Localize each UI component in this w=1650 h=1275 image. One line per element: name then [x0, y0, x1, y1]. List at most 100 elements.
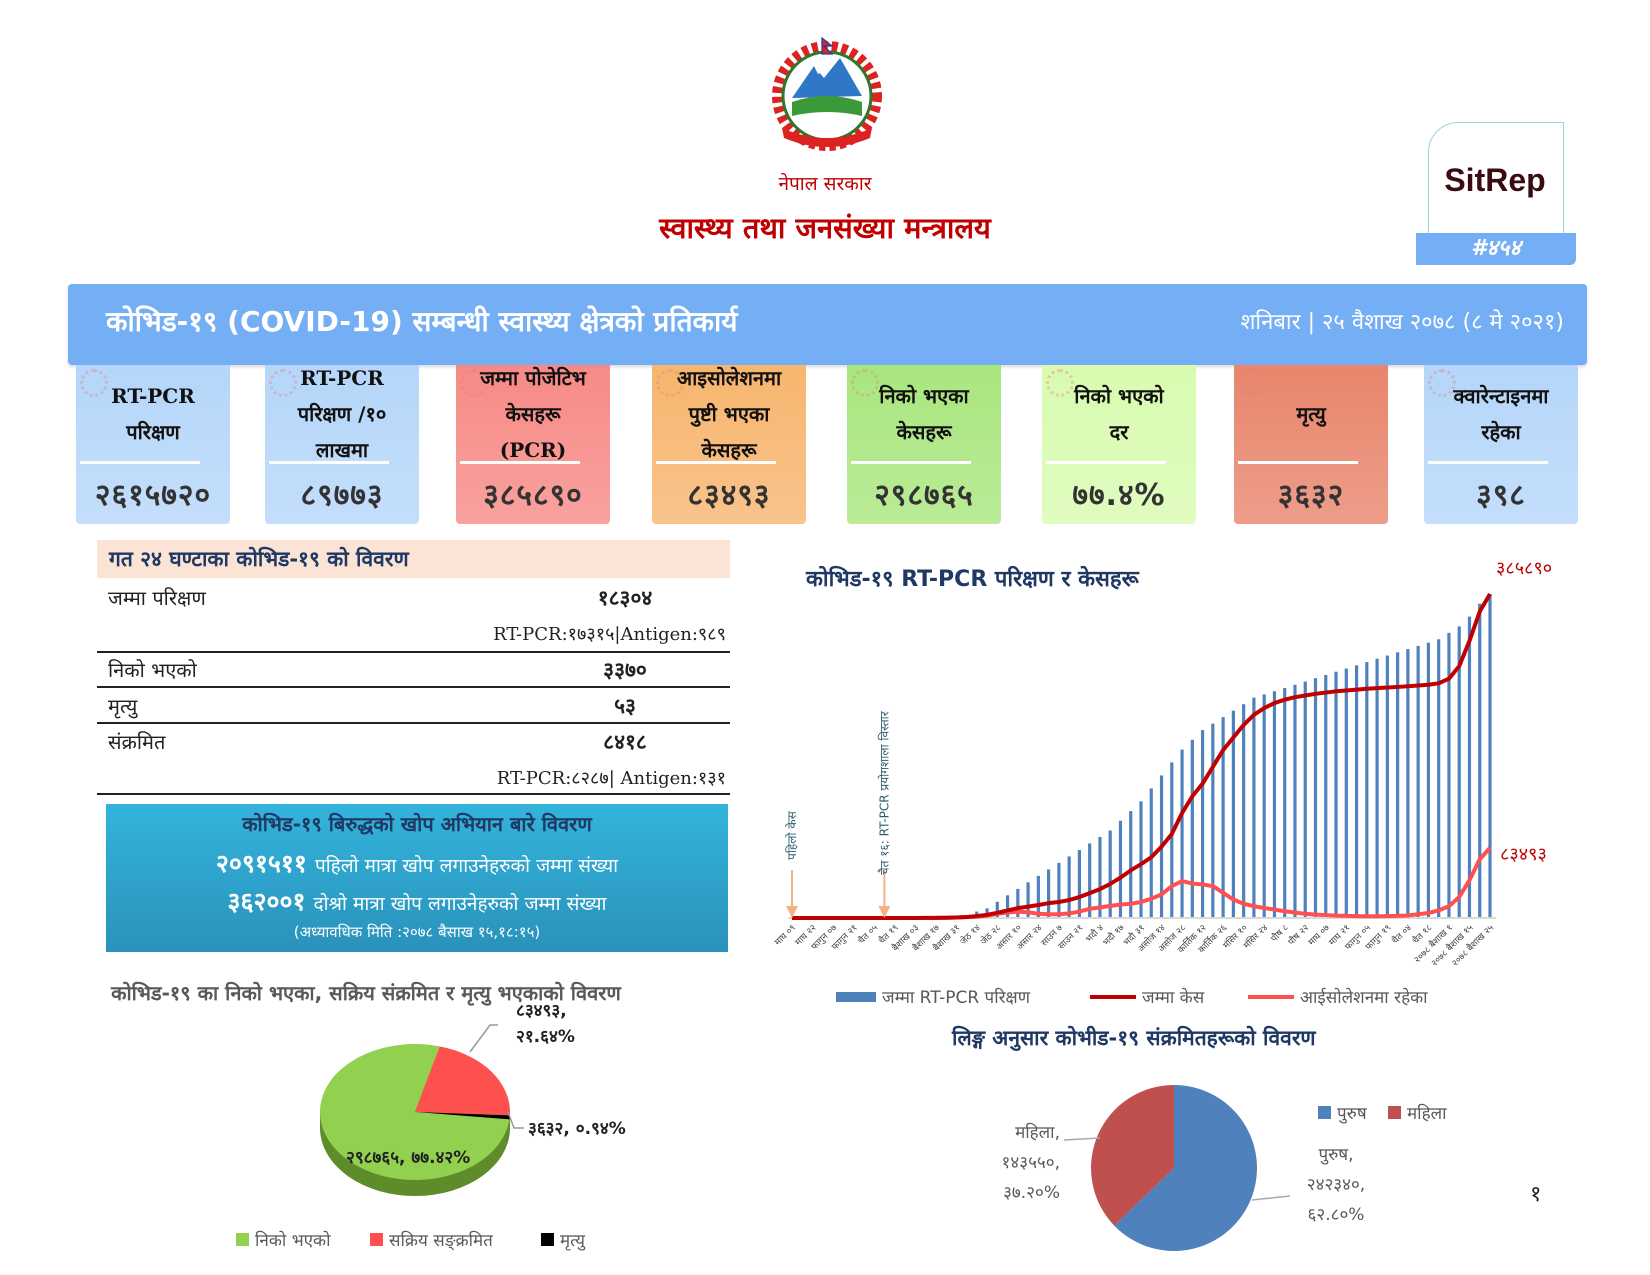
test-bar: [1047, 869, 1051, 918]
stat-card: आइसोलेशनमा पुष्टी भएका केसहरू ८३४९३: [652, 365, 806, 524]
row-label-tests: जम्मा परिक्षण: [108, 586, 206, 610]
test-bar: [1467, 616, 1472, 918]
test-bar: [1396, 652, 1400, 918]
test-bar: [1149, 788, 1153, 918]
test-bar: [1303, 681, 1307, 918]
government-label: नेपाल सरकार: [778, 173, 872, 195]
stat-card-label: जम्मा पोजेटिभ केसहरू (PCR): [480, 366, 586, 462]
cases-line: [792, 592, 1492, 920]
tests-cases-chart-title: कोभिड-१९ RT-PCR परिक्षण र केसहरू: [806, 567, 1139, 592]
x-tick-label: माघ ०७: [1307, 923, 1332, 948]
page-number: १: [1530, 1182, 1542, 1207]
sitrep-label: SitRep: [1444, 162, 1546, 198]
stat-card-label: आइसोलेशनमा पुष्टी भएका केसहरू: [676, 366, 782, 462]
second-dose-label: दोश्रो मात्रा खोप लगाउनेहरुको जम्मा संख्…: [313, 893, 607, 915]
x-tick-label: चैत ०५: [855, 921, 880, 946]
x-tick-label: भदौ ३१: [1120, 922, 1147, 949]
divider: [460, 461, 580, 464]
legend-label: जम्मा केस: [1142, 988, 1205, 1008]
row-value-recovered: ३३७०: [603, 658, 647, 682]
vaccine-panel: [106, 804, 728, 952]
test-bar: [1283, 687, 1287, 918]
test-bar: [1190, 739, 1194, 918]
legend-label: निको भएको: [255, 1231, 331, 1251]
last24-header: गत २४ घण्टाका कोभिड-१९ को विवरण: [97, 540, 730, 578]
test-bar: [1252, 697, 1256, 918]
divider: [97, 722, 730, 724]
test-bar: [1067, 856, 1071, 918]
row-value-infected: ८४१८: [603, 730, 647, 754]
legend-swatch: [1318, 1106, 1331, 1119]
x-tick-label: बैशाख ३१: [930, 922, 962, 954]
second-dose-count: ३६२००१: [227, 887, 306, 916]
x-tick-label: असार १०: [995, 923, 1024, 952]
legend-swatch: [370, 1233, 383, 1246]
x-tick-label: फागुन ०७: [810, 923, 840, 953]
legend-tests: जम्मा RT-PCR परिक्षण: [836, 985, 1030, 1008]
first-dose-line: २०९१५११ पहिलो मात्रा खोप लगाउनेहरुको जम्म…: [106, 846, 728, 880]
stat-card-label: RT-PCR परिक्षण: [111, 384, 195, 444]
leader-line: [507, 1111, 524, 1129]
test-bar: [1406, 649, 1410, 918]
test-bar: [1334, 671, 1338, 918]
report-date: शनिबार | २५ वैशाख २०७८ (८ मे २०२१): [1240, 310, 1564, 335]
stat-card-value: २९८७६५: [874, 478, 974, 513]
end-label-cases: ३८५८९०: [1496, 558, 1552, 579]
x-tick-label: माघ २२: [794, 923, 819, 948]
x-tick-label: असोज १४: [1135, 921, 1168, 954]
legend-label: सक्रिय सङ्क्रमित: [389, 1231, 493, 1251]
stat-card: क्वारेन्टाइनमा रहेका ३९८: [1424, 365, 1578, 524]
divider: [97, 793, 730, 795]
virus-icon: [460, 369, 488, 397]
test-bar: [1159, 775, 1164, 918]
test-bar: [1170, 762, 1174, 918]
test-bar: [1200, 730, 1205, 918]
x-tick-label: भदौ १७: [1100, 921, 1127, 948]
row-label-deaths: मृत्यु: [108, 694, 138, 718]
x-tick-label: पौष २२: [1285, 921, 1311, 947]
x-tick-label: फागुन २१: [830, 923, 859, 952]
ministry-title: स्वास्थ्य तथा जनसंख्या मन्त्रालय: [659, 211, 991, 245]
legend-cases: जम्मा केस: [1090, 985, 1204, 1008]
second-dose-line: ३६२००१ दोश्रो मात्रा खोप लगाउनेहरुको जम्म…: [106, 884, 728, 918]
virus-icon: [1428, 369, 1456, 397]
test-bar: [1221, 717, 1225, 918]
divider: [80, 461, 200, 464]
x-tick-label: फागुन ०५: [1344, 923, 1374, 953]
x-tick-label: कार्तिक २६: [1195, 921, 1229, 955]
legend-swatch: [236, 1233, 249, 1246]
x-tick-label: असोज २८: [1156, 921, 1189, 954]
stat-card-label: निको भएको दर: [1074, 384, 1164, 444]
legend-swatch: [836, 991, 876, 1002]
x-tick-label: चैत ०४: [1389, 921, 1414, 946]
test-bar: [1211, 723, 1215, 918]
vaccine-title: कोभिड-१९ बिरुद्धको खोप अभियान बारे विवरण: [242, 812, 592, 836]
legend-label: जम्मा RT-PCR परिक्षण: [882, 988, 1031, 1008]
legend-swatch: [1248, 994, 1294, 999]
test-bar: [1077, 849, 1082, 918]
x-tick-label: बैशाख ०३: [889, 922, 921, 954]
test-bar: [1242, 704, 1246, 918]
annotation-arrowhead: [878, 906, 891, 918]
test-bar: [1365, 662, 1369, 918]
leader-line: [1251, 1195, 1291, 1201]
legend-label: पुरुष: [1337, 1104, 1367, 1124]
stat-card-value: ८३४९३: [687, 478, 771, 513]
stat-card-label: मृत्यु: [1296, 402, 1326, 426]
annotation-arrowhead: [786, 906, 798, 918]
pie-label-male: पुरुष, २४२३४०, ६२.८०%: [1306, 1145, 1366, 1225]
isolation-line: [792, 846, 1492, 920]
divider: [656, 461, 776, 464]
test-bar: [985, 908, 989, 918]
legend-label: मृत्यु: [560, 1231, 585, 1251]
legend-label: महिला: [1407, 1104, 1447, 1124]
test-bar: [1457, 626, 1461, 918]
virus-icon: [269, 369, 297, 397]
x-tick-label: साउन ७: [1040, 923, 1066, 949]
test-bar: [995, 901, 999, 918]
x-tick-label: साउन २१: [1057, 923, 1086, 952]
test-bar: [1036, 875, 1040, 918]
legend-swatch: [1388, 1106, 1401, 1119]
pie-slice-female: [1091, 1085, 1174, 1226]
test-bar: [1098, 836, 1102, 918]
